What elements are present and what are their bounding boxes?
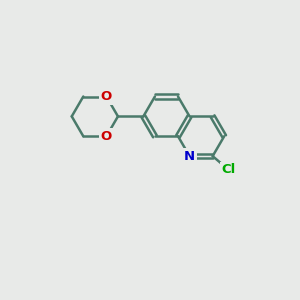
Text: O: O xyxy=(101,90,112,103)
Text: N: N xyxy=(184,150,195,163)
Text: O: O xyxy=(101,130,112,143)
Text: Cl: Cl xyxy=(222,164,236,176)
